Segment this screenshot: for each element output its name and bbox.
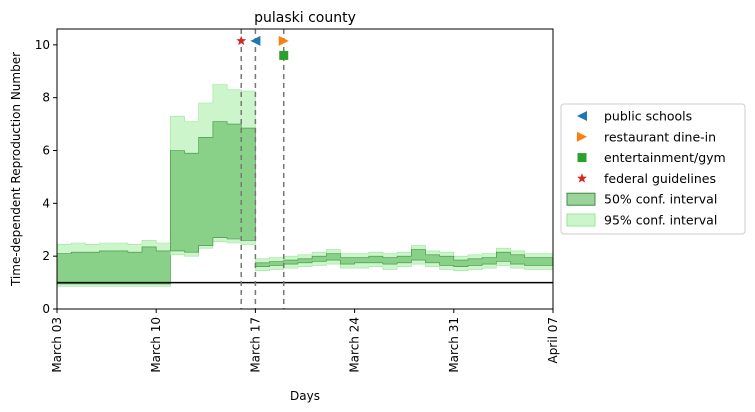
legend-swatch <box>566 213 596 227</box>
legend-marker <box>577 131 587 142</box>
x-axis-label: Days <box>290 389 320 403</box>
intervention-markers <box>236 35 289 60</box>
x-tick-label: March 10 <box>149 317 163 373</box>
federal-guidelines-marker <box>236 35 247 46</box>
y-tick-label: 0 <box>42 302 50 316</box>
reference-lines <box>57 29 553 309</box>
x-tick-label: March 17 <box>248 317 262 373</box>
confidence-bands <box>56 84 554 287</box>
y-axis: 0 2 4 6 8 10 <box>35 38 57 316</box>
y-axis-label: Time-dependent Reproduction Number <box>9 52 23 287</box>
legend-swatch <box>566 192 596 206</box>
legend: public schools restaurant dine-in entertai… <box>560 103 746 235</box>
x-tick-label: March 31 <box>447 317 461 373</box>
ci50-band-segment-1 <box>56 246 171 285</box>
legend-marker <box>577 111 587 121</box>
chart-title: pulaski county <box>254 10 356 26</box>
x-tick-label: March 24 <box>348 317 362 373</box>
y-tick-label: 8 <box>42 91 50 105</box>
legend-label: entertainment/gym <box>604 150 726 165</box>
y-tick-label: 6 <box>42 144 50 158</box>
legend-label: federal guidelines <box>604 171 716 186</box>
y-tick-label: 10 <box>35 38 50 52</box>
entertainment-gym-marker <box>279 50 289 60</box>
public-schools-marker <box>250 35 261 46</box>
x-tick-label: March 03 <box>50 317 64 373</box>
legend-frame <box>560 103 746 235</box>
y-tick-label: 2 <box>42 249 50 263</box>
legend-label: 50% conf. interval <box>604 192 717 207</box>
legend-marker <box>577 153 587 163</box>
y-tick-label: 4 <box>42 196 50 210</box>
legend-marker <box>577 173 587 183</box>
legend-label: restaurant dine-in <box>604 129 716 144</box>
plot-frame <box>56 28 554 310</box>
restaurant-dine-in-marker <box>278 35 289 46</box>
x-tick-label: April 07 <box>546 317 560 364</box>
legend-label: 95% conf. interval <box>604 213 717 228</box>
legend-label: public schools <box>604 109 692 124</box>
x-axis: March 03 March 10 March 17 March 24 March 31… <box>50 309 560 373</box>
